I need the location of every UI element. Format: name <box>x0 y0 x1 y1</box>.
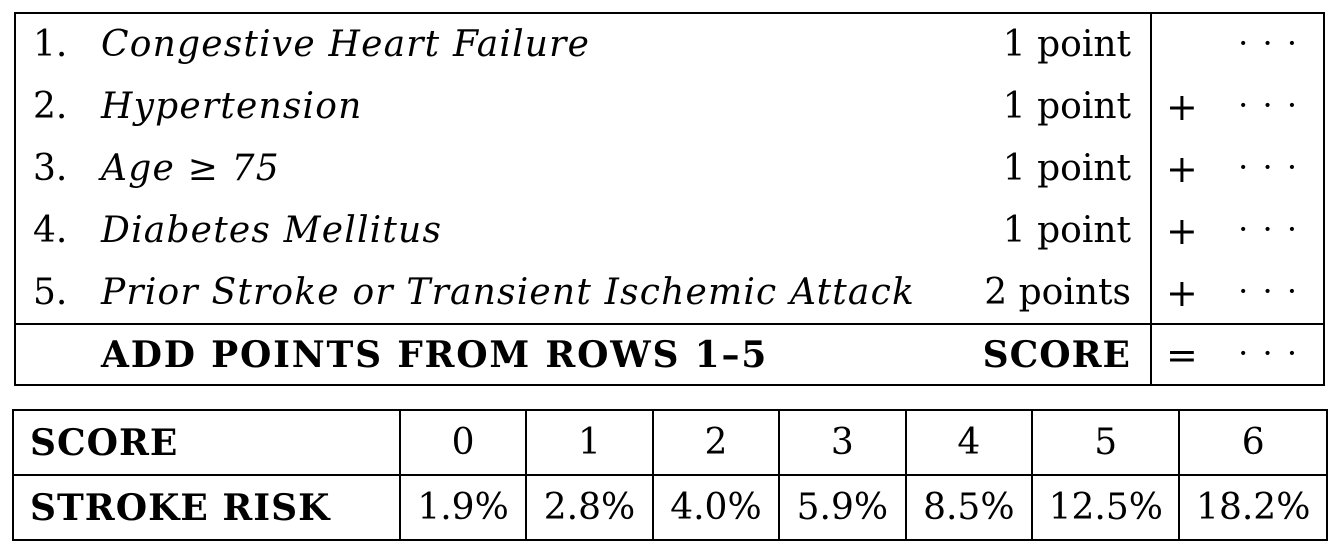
total-score-label: SCORE <box>982 334 1131 376</box>
row-value-placeholder: · · · <box>1238 86 1299 124</box>
scoring-table: 1. Congestive Heart Failure 1 point · · … <box>14 12 1325 386</box>
risk-row: STROKE RISK 1.9% 2.8% 4.0% 5.9% 8.5% 12.… <box>12 474 1328 541</box>
score-row-5: 5. Prior Stroke or Transient Ischemic At… <box>16 262 1323 324</box>
row-operator: + <box>1166 209 1198 253</box>
stroke-risk-header: STROKE RISK <box>12 474 401 541</box>
score-cell: 1 <box>525 409 654 476</box>
score-cell: 3 <box>778 409 907 476</box>
score-cell: 0 <box>398 409 528 476</box>
total-value-placeholder: · · · <box>1238 334 1299 372</box>
row-number: 4. <box>33 210 68 251</box>
row-operator: + <box>1166 85 1198 129</box>
row-label: Congestive Heart Failure <box>101 24 591 65</box>
row-number: 1. <box>33 24 68 65</box>
row-number: 3. <box>33 148 68 189</box>
score-row-3: 3. Age ≥ 75 1 point + · · · <box>16 138 1323 200</box>
risk-cell: 4.0% <box>651 474 781 541</box>
row-label: Hypertension <box>101 86 363 127</box>
row-operator: + <box>1166 271 1198 315</box>
score-cell: 6 <box>1178 409 1328 476</box>
row-value-placeholder: · · · <box>1238 24 1299 62</box>
score-cell: 2 <box>651 409 781 476</box>
row-value-placeholder: · · · <box>1238 210 1299 248</box>
score-row-4: 4. Diabetes Mellitus 1 point + · · · <box>16 200 1323 262</box>
column-divider <box>1150 14 1152 384</box>
score-row-2: 2. Hypertension 1 point + · · · <box>16 76 1323 138</box>
risk-cell: 8.5% <box>904 474 1034 541</box>
score-cell: 4 <box>904 409 1034 476</box>
row-operator: + <box>1166 147 1198 191</box>
row-points: 2 points <box>984 272 1131 313</box>
stroke-risk-table: SCORE 0 1 2 3 4 5 6 STROKE RISK 1.9% 2.8… <box>12 409 1328 541</box>
row-value-placeholder: · · · <box>1238 148 1299 186</box>
score-header: SCORE <box>12 409 401 476</box>
row-label: Diabetes Mellitus <box>101 210 443 251</box>
score-header-row: SCORE 0 1 2 3 4 5 6 <box>12 409 1328 476</box>
row-points: 1 point <box>1002 24 1131 65</box>
row-number: 2. <box>33 86 68 127</box>
row-label: Prior Stroke or Transient Ischemic Attac… <box>101 272 915 313</box>
row-label: Age ≥ 75 <box>101 148 280 189</box>
total-label: ADD POINTS FROM ROWS 1–5 <box>101 334 769 376</box>
risk-cell: 2.8% <box>525 474 654 541</box>
row-points: 1 point <box>1002 86 1131 127</box>
score-cell: 5 <box>1031 409 1181 476</box>
risk-cell: 5.9% <box>778 474 907 541</box>
row-number: 5. <box>33 272 68 313</box>
score-row-1: 1. Congestive Heart Failure 1 point · · … <box>16 14 1323 76</box>
row-value-placeholder: · · · <box>1238 272 1299 310</box>
row-points: 1 point <box>1002 148 1131 189</box>
total-divider <box>16 323 1323 325</box>
risk-cell: 12.5% <box>1031 474 1181 541</box>
risk-cell: 1.9% <box>398 474 528 541</box>
row-points: 1 point <box>1002 210 1131 251</box>
score-total-row: ADD POINTS FROM ROWS 1–5 SCORE = · · · <box>16 324 1323 386</box>
total-operator: = <box>1166 333 1198 377</box>
risk-cell: 18.2% <box>1178 474 1328 541</box>
